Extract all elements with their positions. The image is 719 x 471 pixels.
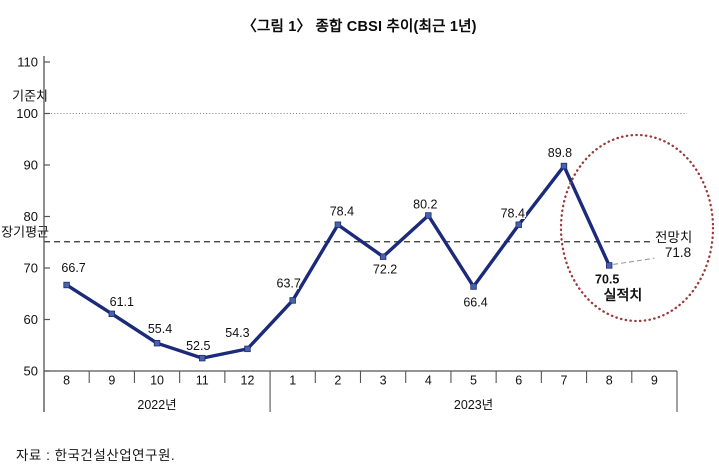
longterm-avg-label: 장기평균 bbox=[1, 225, 49, 240]
data-point-marker bbox=[199, 354, 206, 362]
forecast-label: 전망치 bbox=[655, 230, 692, 245]
year-label: 2023년 bbox=[454, 398, 493, 412]
data-point-marker bbox=[515, 221, 522, 228]
data-label: 78.4 bbox=[330, 205, 354, 219]
month-label: 6 bbox=[515, 374, 522, 388]
data-point-marker bbox=[379, 253, 387, 260]
data-label: 80.2 bbox=[413, 197, 437, 211]
data-point-marker bbox=[108, 310, 116, 318]
month-label: 4 bbox=[425, 374, 432, 388]
forecast-value-label: 71.8 bbox=[665, 245, 691, 260]
month-label: 7 bbox=[560, 374, 567, 388]
month-label: 2 bbox=[334, 374, 341, 388]
month-label: 9 bbox=[108, 374, 115, 388]
data-label: 54.3 bbox=[225, 326, 249, 340]
data-label: 72.2 bbox=[373, 263, 397, 277]
data-label: 89.8 bbox=[548, 146, 572, 160]
month-label: 3 bbox=[380, 374, 387, 388]
y-tick-label: 80 bbox=[24, 209, 38, 224]
data-label: 70.5 bbox=[595, 272, 619, 286]
data-label: 52.5 bbox=[186, 339, 210, 353]
month-label: 11 bbox=[196, 374, 209, 388]
data-point-marker bbox=[289, 297, 296, 304]
y-tick-label: 50 bbox=[24, 364, 38, 379]
highlight-ellipse bbox=[559, 133, 715, 323]
data-point-marker bbox=[560, 162, 568, 170]
month-label: 8 bbox=[63, 374, 70, 388]
y-tick-label: 90 bbox=[24, 158, 38, 173]
month-label: 1 bbox=[289, 374, 296, 388]
data-point-marker bbox=[334, 221, 342, 228]
data-point-marker bbox=[605, 262, 613, 269]
data-label: 63.7 bbox=[277, 276, 301, 290]
data-point-marker bbox=[244, 345, 251, 353]
data-point-marker bbox=[153, 339, 161, 347]
y-tick-label: 110 bbox=[17, 55, 38, 70]
forecast-leader-line bbox=[613, 257, 655, 265]
data-label: 61.1 bbox=[110, 295, 134, 309]
chart-title: 〈그림 1〉 종합 CBSI 추이(최근 1년) bbox=[242, 19, 477, 35]
data-label: 66.7 bbox=[61, 261, 85, 275]
month-label: 10 bbox=[150, 374, 164, 388]
data-label: 55.4 bbox=[148, 322, 172, 336]
baseline-label: 기준치 bbox=[12, 89, 48, 104]
y-tick-label: 60 bbox=[24, 312, 38, 327]
month-label: 12 bbox=[241, 374, 255, 388]
data-point-marker bbox=[470, 283, 477, 290]
month-label: 9 bbox=[651, 374, 658, 388]
data-point-marker bbox=[425, 212, 432, 219]
year-label: 2022년 bbox=[137, 398, 176, 412]
month-label: 5 bbox=[470, 374, 477, 388]
month-label: 8 bbox=[606, 374, 613, 388]
y-tick-label: 100 bbox=[16, 106, 38, 121]
data-label: 78.4 bbox=[501, 207, 525, 221]
source-note: 자료 : 한국건설산업연구원. bbox=[16, 448, 176, 463]
data-label: 66.4 bbox=[463, 296, 487, 310]
actual-label: 실적치 bbox=[604, 287, 643, 303]
y-tick-label: 70 bbox=[24, 261, 38, 276]
data-point-marker bbox=[63, 281, 70, 289]
